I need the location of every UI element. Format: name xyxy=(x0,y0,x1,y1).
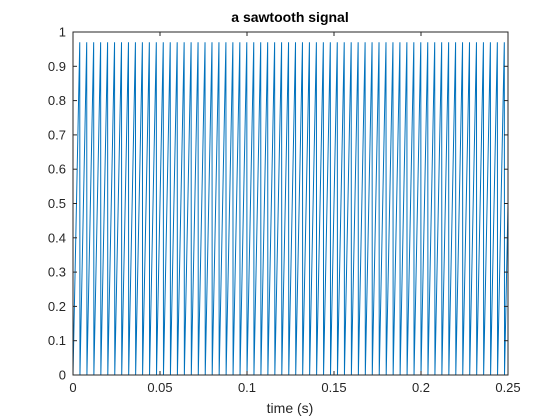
y-axis-ticks: 0 0.1 0.2 0.3 0.4 0.5 0.6 0.7 0.8 0.9 1 xyxy=(48,25,508,383)
x-tick-label: 0.1 xyxy=(238,380,256,395)
y-tick-label: 0.6 xyxy=(48,162,66,177)
y-tick-label: 0.2 xyxy=(48,299,66,314)
plot-area xyxy=(72,31,509,376)
y-tick-label: 0.1 xyxy=(48,333,66,348)
x-tick-label: 0.2 xyxy=(412,380,430,395)
chart-title: a sawtooth signal xyxy=(231,9,348,25)
y-tick-label: 0.5 xyxy=(48,196,66,211)
x-axis-ticks: 0 0.05 0.1 0.15 0.2 0.25 xyxy=(69,32,521,395)
y-tick-label: 0.9 xyxy=(48,59,66,74)
x-tick-label: 0 xyxy=(69,380,76,395)
x-tick-label: 0.05 xyxy=(147,380,172,395)
x-axis-label: time (s) xyxy=(267,400,314,416)
x-tick-label: 0.15 xyxy=(321,380,346,395)
y-tick-label: 0.7 xyxy=(48,127,66,142)
y-tick-label: 1 xyxy=(59,25,66,40)
series-line-0 xyxy=(73,42,508,375)
y-tick-label: 0.3 xyxy=(48,265,66,280)
y-tick-label: 0.4 xyxy=(48,230,66,245)
y-tick-label: 0.8 xyxy=(48,93,66,108)
x-tick-label: 0.25 xyxy=(495,380,520,395)
axes-background xyxy=(73,32,508,375)
y-tick-label: 0 xyxy=(59,368,66,383)
